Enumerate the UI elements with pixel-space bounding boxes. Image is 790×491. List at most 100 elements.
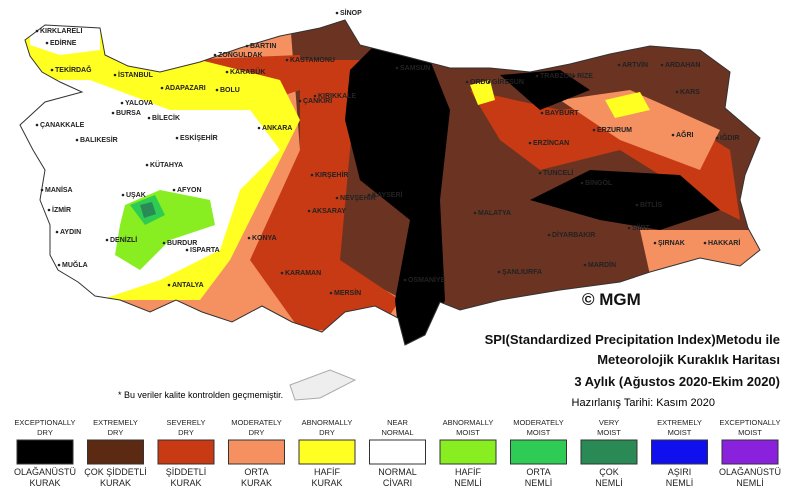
legend-english: MOIST: [456, 428, 480, 437]
city-label: OSMANİYE: [408, 276, 446, 284]
legend-english: VERY: [599, 418, 619, 427]
city-dot: [225, 70, 229, 74]
legend-swatch: [369, 439, 426, 465]
city-dot: [213, 53, 217, 57]
city-label: TEKİRDAĞ: [55, 65, 92, 74]
city-label: AKSARAY: [312, 208, 346, 215]
city-label: ARTVİN: [622, 61, 648, 69]
city-label: ANKARA: [262, 125, 292, 132]
legend-turkish: NEMLİ: [666, 478, 694, 488]
city-dot: [538, 171, 542, 175]
city-label: TUNCELİ: [543, 169, 573, 177]
city-dot: [592, 128, 596, 132]
city-label: KARABÜK: [230, 67, 265, 76]
city-label: NEVŞEHİR: [340, 194, 376, 202]
city-dot: [627, 226, 631, 230]
city-label: MUĞLA: [62, 260, 88, 269]
city-dot: [307, 209, 311, 213]
city-label: MANİSA: [45, 186, 73, 194]
note: * Bu veriler kalite kontrolden geçmemişt…: [118, 390, 283, 400]
legend-turkish: HAFİF: [455, 467, 482, 477]
city-dot: [653, 241, 657, 245]
city-dot: [160, 86, 164, 90]
city-label: SAMSUN: [400, 65, 430, 72]
city-dot: [298, 99, 302, 103]
city-dot: [660, 63, 664, 67]
cyprus: [289, 369, 357, 401]
city-dot: [167, 283, 171, 287]
city-dot: [535, 74, 539, 78]
prepared-date: Hazırlanış Tarihi: Kasım 2020: [572, 397, 715, 409]
city-label: EDİRNE: [50, 39, 77, 47]
city-dot: [145, 163, 149, 167]
city-label: ŞANLIURFA: [502, 269, 542, 276]
legend-turkish: AŞIRI: [668, 467, 692, 477]
city-label: KASTAMONU: [290, 57, 335, 64]
legend-english: DRY: [108, 428, 124, 437]
title-line-3: 3 Aylık (Ağustos 2020-Ekim 2020): [574, 374, 780, 389]
copyright: © MGM: [582, 290, 641, 309]
city-dot: [147, 116, 151, 120]
city-dot: [162, 241, 166, 245]
legend-turkish: HAFİF: [314, 467, 341, 477]
city-label: ARDAHAN: [665, 62, 700, 69]
city-label: MARDİN: [588, 261, 616, 269]
city-dot: [473, 211, 477, 215]
city-label: ADAPAZARI: [165, 85, 206, 92]
city-dot: [75, 138, 79, 142]
city-dot: [635, 203, 639, 207]
city-dot: [395, 66, 399, 70]
city-label: AĞRI: [676, 130, 694, 139]
city-dot: [572, 74, 576, 78]
city-dot: [40, 188, 44, 192]
city-dot: [35, 29, 39, 33]
city-label: UŞAK: [126, 192, 146, 199]
legend-english: ABNORMALLY: [443, 418, 494, 427]
city-dot: [105, 238, 109, 242]
city-dot: [120, 101, 124, 105]
city-dot: [50, 68, 54, 72]
city-dot: [675, 90, 679, 94]
city-label: MERSİN: [334, 289, 361, 297]
legend-swatch: [439, 439, 497, 465]
legend-english: EXTREMELY: [657, 418, 702, 427]
city-label: BALIKESİR: [80, 136, 118, 144]
city-dot: [403, 278, 407, 282]
city-dot: [313, 94, 317, 98]
city-dot: [175, 136, 179, 140]
city-dot: [671, 133, 675, 137]
city-label: BİTLİS: [640, 201, 662, 209]
city-label: KARS: [680, 89, 700, 96]
city-dot: [35, 123, 39, 127]
city-dot: [367, 193, 371, 197]
legend: EXCEPTIONALLYDRYOLAĞANÜSTÜKURAKEXTREMELY…: [14, 418, 781, 488]
city-dot: [617, 63, 621, 67]
legend-turkish: KURAK: [170, 478, 201, 488]
city-dot: [172, 188, 176, 192]
city-dot: [528, 141, 532, 145]
city-label: GİRESUN: [492, 78, 524, 86]
city-dot: [57, 263, 61, 267]
city-label: ÇANKIRI: [303, 98, 332, 105]
city-label: KAYSERİ: [372, 191, 403, 199]
legend-turkish: KURAK: [100, 478, 131, 488]
legend-english: MOIST: [668, 428, 692, 437]
city-label: KIRIKKALE: [318, 93, 356, 100]
city-dot: [113, 73, 117, 77]
legend-turkish: NEMLİ: [595, 478, 623, 488]
legend-english: NEAR: [387, 418, 408, 427]
city-label: BAYBURT: [545, 110, 579, 117]
legend-turkish: NEMLİ: [525, 478, 553, 488]
city-label: BURSA: [116, 110, 141, 117]
legend-turkish: NORMAL: [378, 467, 417, 477]
city-label: AFYON: [177, 187, 202, 194]
city-dot: [335, 11, 339, 15]
city-dot: [497, 270, 501, 274]
legend-english: EXCEPTIONALLY: [14, 418, 75, 427]
legend-swatch: [721, 439, 779, 465]
city-label: ORDU: [470, 79, 491, 86]
legend-turkish: ŞİDDETLİ: [166, 467, 207, 477]
city-dot: [215, 88, 219, 92]
legend-turkish: KURAK: [311, 478, 342, 488]
